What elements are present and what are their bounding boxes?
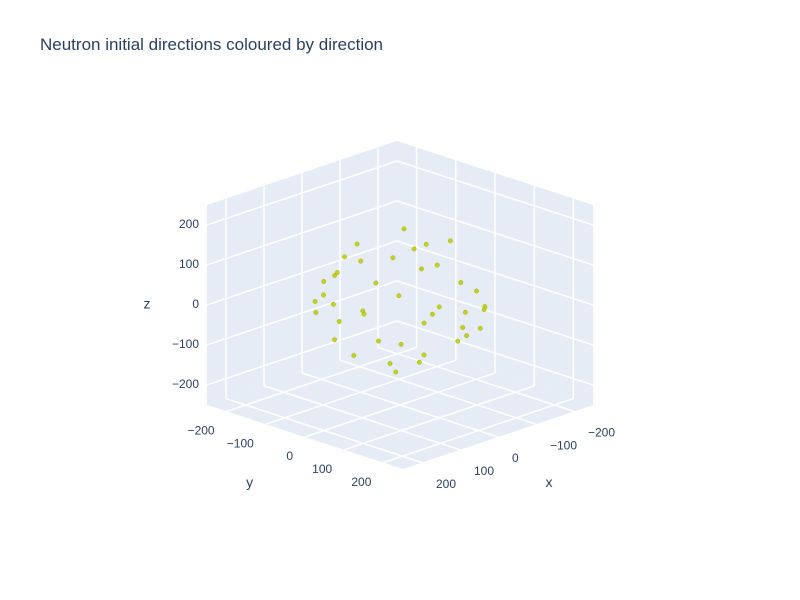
tick-label: −200 <box>588 426 615 440</box>
axis-title: y <box>246 474 253 490</box>
point <box>423 241 429 247</box>
axis-title: x <box>546 474 553 490</box>
point <box>312 299 318 304</box>
tick-label: −200 <box>188 424 215 438</box>
point <box>419 266 424 272</box>
point <box>455 338 461 344</box>
grid-line <box>265 359 457 425</box>
axis-title: z <box>144 296 151 312</box>
point <box>387 361 393 366</box>
grid-line <box>206 280 398 346</box>
point <box>477 325 483 331</box>
tick-label: −100 <box>550 438 577 452</box>
point <box>313 310 319 315</box>
point <box>321 292 326 298</box>
point <box>358 258 364 264</box>
point <box>460 325 466 330</box>
tick-label: 0 <box>512 451 519 465</box>
point <box>430 311 435 317</box>
point <box>376 338 381 344</box>
point <box>361 311 367 317</box>
grid-line <box>226 346 417 413</box>
tick-label: 200 <box>436 477 456 491</box>
grid-line <box>304 372 496 438</box>
grid-line <box>396 280 594 346</box>
point <box>393 369 399 375</box>
point <box>481 307 487 312</box>
point <box>342 254 348 260</box>
point <box>396 293 402 299</box>
grid-line <box>396 200 594 266</box>
tick-label: 100 <box>312 462 332 476</box>
point <box>416 359 422 365</box>
point <box>330 301 336 307</box>
point <box>321 279 327 284</box>
point <box>354 241 360 247</box>
point <box>332 337 337 343</box>
point <box>398 341 404 347</box>
point <box>434 262 440 268</box>
grid-line <box>396 240 594 306</box>
grid-line <box>206 240 398 306</box>
grid-line <box>206 160 398 226</box>
point <box>464 333 469 339</box>
tick-label: 100 <box>474 464 494 478</box>
point <box>436 304 442 310</box>
grid-line <box>206 200 398 266</box>
point <box>411 246 417 252</box>
point <box>421 320 427 326</box>
point <box>332 272 338 278</box>
grid-line <box>343 385 535 451</box>
grid-line <box>396 320 594 386</box>
point <box>373 280 379 286</box>
tick-label: 200 <box>179 217 199 231</box>
point <box>351 353 357 358</box>
point <box>401 226 407 232</box>
point <box>390 255 396 261</box>
tick-label: 0 <box>286 449 293 463</box>
tick-label: −100 <box>172 337 199 351</box>
point <box>474 288 479 294</box>
point <box>463 309 468 315</box>
tick-label: 200 <box>351 475 371 489</box>
point <box>447 238 453 244</box>
point <box>336 319 342 324</box>
tick-label: 0 <box>192 297 199 311</box>
grid-line <box>383 397 574 464</box>
chart-title: Neutron initial directions coloured by d… <box>40 35 383 54</box>
point <box>458 280 464 285</box>
tick-label: −100 <box>227 436 254 450</box>
tick-label: −200 <box>172 377 199 391</box>
point <box>421 352 427 358</box>
tick-label: 100 <box>179 257 199 271</box>
grid-line <box>206 320 398 386</box>
grid-line <box>396 160 594 226</box>
